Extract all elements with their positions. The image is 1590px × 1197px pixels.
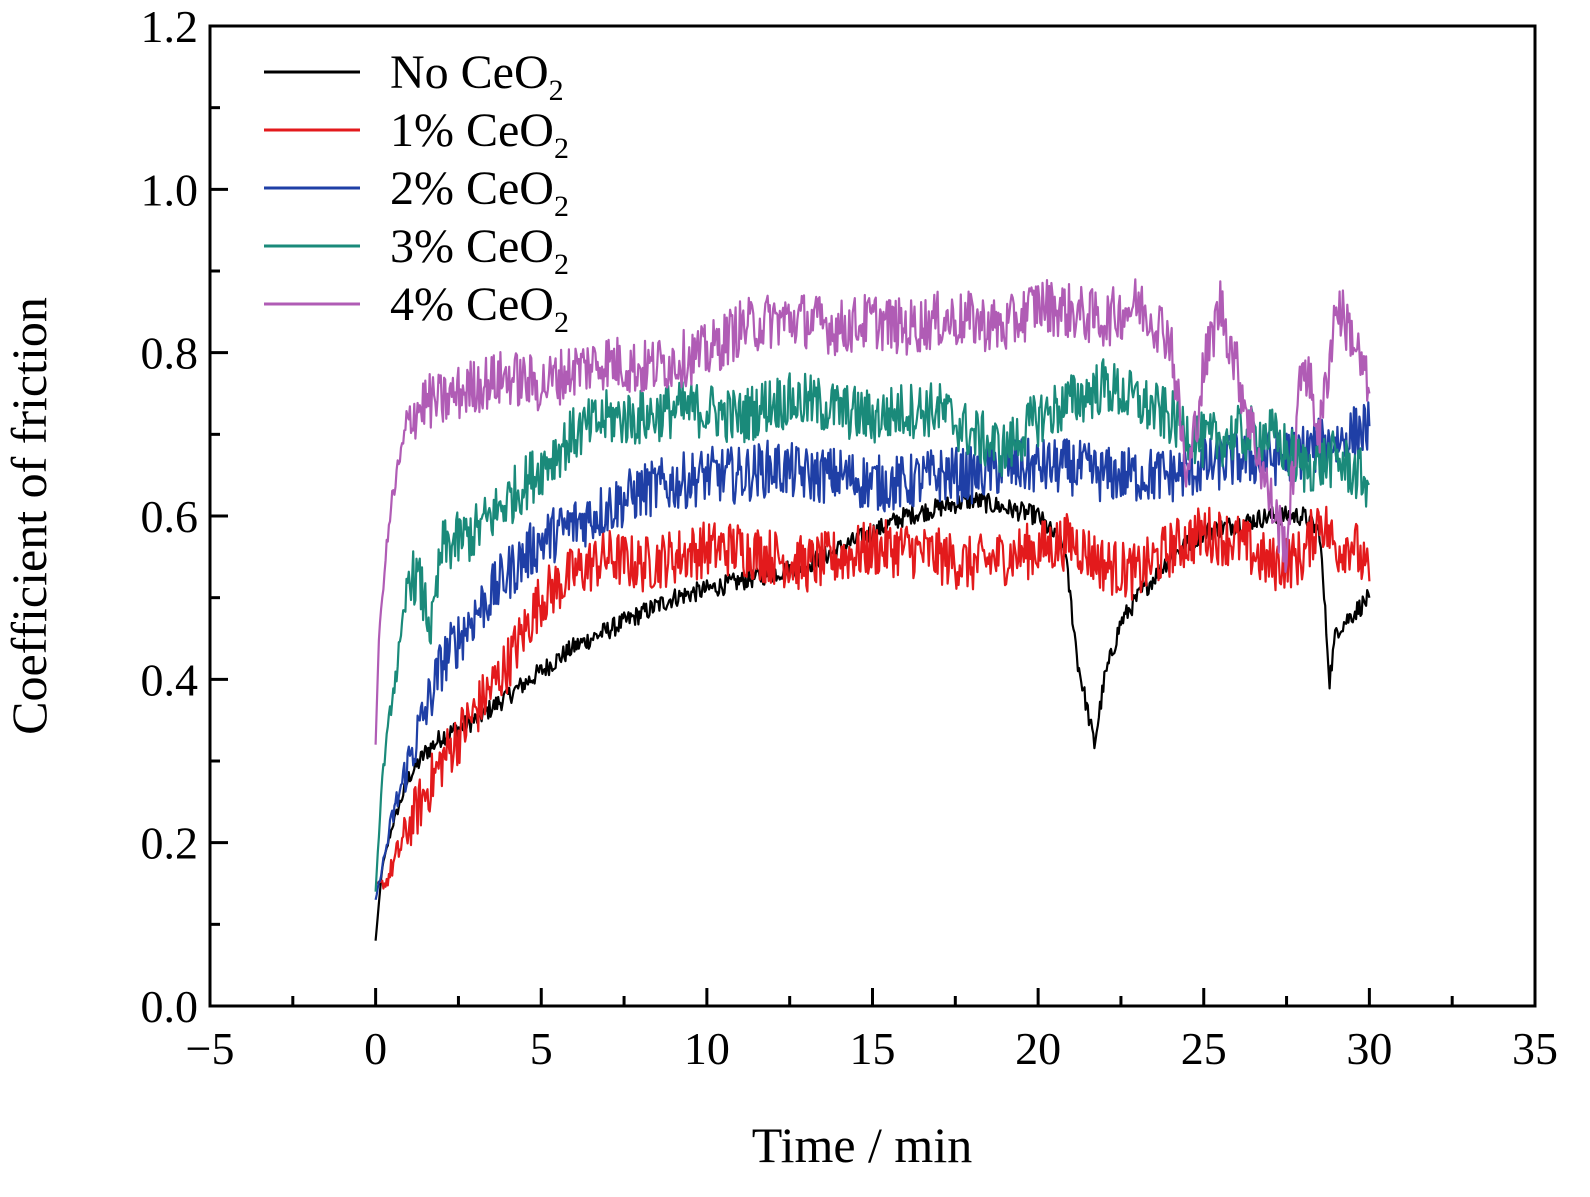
x-tick-label: 35: [1512, 1023, 1558, 1074]
x-tick-label: −5: [186, 1023, 235, 1074]
series-line-3: [374, 358, 1370, 892]
y-tick-label: 0.4: [141, 654, 199, 705]
y-tick-label: 0.2: [141, 818, 199, 869]
x-tick-label: 10: [684, 1023, 730, 1074]
x-axis-title: Time / min: [752, 1117, 972, 1173]
y-tick-label: 0.0: [141, 981, 199, 1032]
tick-layer: −5 0 5 10 15 20 25 30 35 0.0 0.2 0.4 0.6 0.8 1.0 1.2: [141, 1, 1559, 1074]
legend-label-0: No CeO2: [390, 46, 564, 107]
legend-label-4: 4% CeO2: [390, 278, 569, 339]
y-axis-title: Coefficient of friction: [1, 297, 57, 735]
x-tick-label: 20: [1015, 1023, 1061, 1074]
legend-label-3: 3% CeO2: [390, 220, 569, 281]
y-tick-label: 0.6: [141, 491, 199, 542]
series-line-1: [375, 505, 1371, 890]
y-tick-label: 1.0: [141, 164, 199, 215]
x-tick-label: 30: [1346, 1023, 1392, 1074]
legend-label-1: 1% CeO2: [390, 104, 569, 165]
y-tick-label: 0.8: [141, 328, 199, 379]
series-line-4: [374, 278, 1371, 745]
x-tick-label: 25: [1181, 1023, 1227, 1074]
x-tick-label: 0: [364, 1023, 387, 1074]
x-tick-label: 15: [850, 1023, 896, 1074]
series-layer: [374, 278, 1371, 941]
legend-label-2: 2% CeO2: [390, 162, 569, 223]
series-line-2: [374, 401, 1371, 901]
y-tick-label: 1.2: [141, 1, 199, 52]
x-tick-label: 5: [530, 1023, 553, 1074]
